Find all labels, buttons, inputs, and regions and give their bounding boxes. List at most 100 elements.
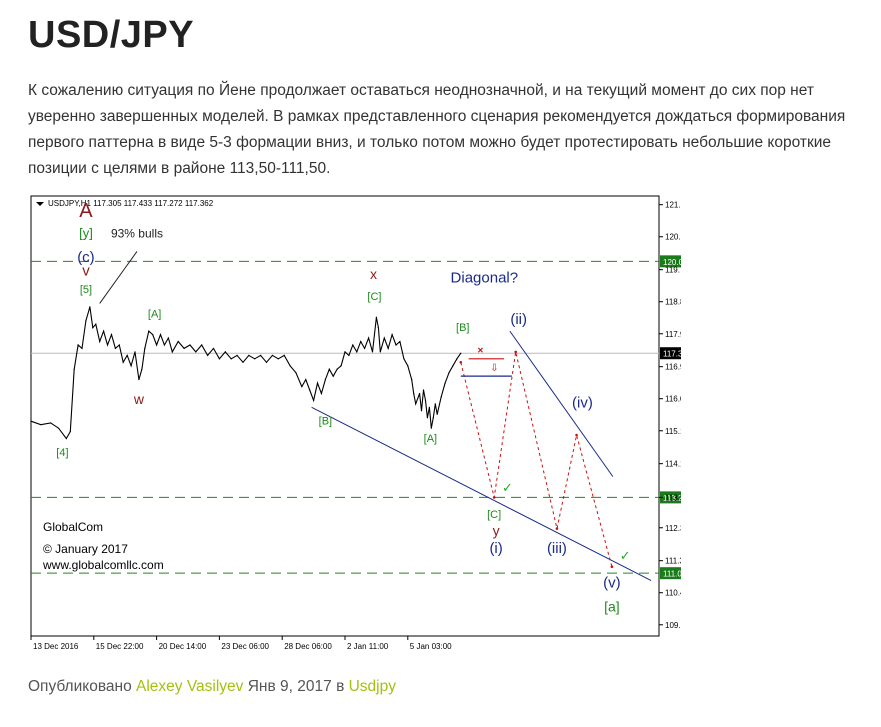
price-point-7 <box>77 344 79 346</box>
price-point-83 <box>411 379 413 381</box>
y-tick-label-1: 120.724 <box>665 233 681 242</box>
price-point-10 <box>89 306 91 308</box>
price-point-31 <box>167 337 169 339</box>
price-point-59 <box>320 392 323 395</box>
price-point-0 <box>30 420 32 422</box>
price-point-5 <box>69 430 71 433</box>
price-point-17 <box>114 347 116 350</box>
x-tick-label-4: 28 Dec 06:00 <box>284 642 332 651</box>
y-tick-label-10: 112.324 <box>665 524 681 533</box>
price-point-71 <box>367 337 370 339</box>
price-point-64 <box>340 365 342 367</box>
x-tick-label-2: 20 Dec 14:00 <box>159 642 207 651</box>
price-point-14 <box>103 330 105 332</box>
wave-label-6: [4] <box>56 447 68 459</box>
price-point-99 <box>452 365 454 367</box>
price-point-94 <box>434 403 436 405</box>
price-point-54 <box>301 385 303 388</box>
price-point-48 <box>265 361 268 363</box>
price-point-84 <box>413 392 415 395</box>
price-point-9 <box>85 320 87 322</box>
price-point-46 <box>254 358 256 360</box>
price-point-80 <box>399 340 401 343</box>
check-icon-1: ✓ <box>502 480 513 495</box>
price-point-47 <box>260 354 262 356</box>
wave-label-8: w <box>133 391 145 407</box>
upper-trendline <box>509 330 614 477</box>
price-point-61 <box>328 368 330 370</box>
price-point-52 <box>289 365 291 367</box>
price-point-89 <box>424 399 427 402</box>
price-point-85 <box>415 403 417 405</box>
price-point-43 <box>236 354 238 356</box>
wave-label-16: (iv) <box>572 394 593 411</box>
price-point-3 <box>57 427 60 429</box>
wave-label-4: v <box>82 263 90 280</box>
price-point-25 <box>144 347 146 350</box>
price-point-74 <box>377 327 379 329</box>
wave-label-0: A <box>79 200 93 222</box>
price-point-68 <box>356 351 358 353</box>
price-point-98 <box>448 372 450 374</box>
check-icon-2: ✓ <box>620 548 631 563</box>
price-point-101 <box>460 352 462 354</box>
price-point-65 <box>344 351 346 353</box>
wave-label-21: (v) <box>603 574 621 591</box>
price-point-37 <box>201 344 203 346</box>
y-tick-label-3: 118.849 <box>665 298 681 307</box>
projected-wave-path <box>460 351 613 567</box>
price-point-6 <box>73 368 75 370</box>
current-price-label: 117.362 <box>663 350 681 359</box>
price-point-78 <box>391 333 393 336</box>
price-point-58 <box>316 382 319 384</box>
category-link[interactable]: Usdjpy <box>348 678 396 695</box>
level-tag-label-2: 111.013 <box>663 570 681 579</box>
y-tick-label-5: 116.974 <box>665 363 681 372</box>
price-point-18 <box>118 344 120 346</box>
post-date: Янв 9, 2017 <box>247 678 332 695</box>
x-tick-label-6: 5 Jan 03:00 <box>410 642 452 651</box>
wave-point-2 <box>514 350 518 354</box>
price-point-41 <box>224 351 226 353</box>
dropdown-arrow-icon[interactable] <box>36 202 44 206</box>
y-tick-label-7: 115.124 <box>665 427 681 436</box>
price-point-24 <box>141 368 143 370</box>
price-point-1 <box>40 424 42 426</box>
price-point-75 <box>379 351 381 353</box>
price-point-15 <box>106 344 109 346</box>
x-tick-label-3: 23 Dec 06:00 <box>221 642 269 651</box>
price-point-42 <box>230 358 232 360</box>
wave-label-11: [B] <box>319 416 332 428</box>
price-point-19 <box>122 361 124 363</box>
price-point-67 <box>352 344 354 346</box>
price-point-29 <box>159 333 162 336</box>
price-point-62 <box>332 375 334 377</box>
price-point-51 <box>283 354 285 356</box>
price-point-86 <box>418 392 421 395</box>
y-tick-label-2: 119.774 <box>665 266 681 275</box>
price-point-28 <box>156 344 158 346</box>
x-tick-label-0: 13 Dec 2016 <box>33 642 79 651</box>
price-point-90 <box>426 417 429 419</box>
price-point-49 <box>271 354 273 356</box>
wave-label-1: [y] <box>79 226 93 241</box>
y-tick-label-6: 116.049 <box>665 395 681 404</box>
price-point-73 <box>375 316 377 318</box>
level-tag-label-0: 120.014 <box>663 258 681 267</box>
level-tag-0 <box>660 255 681 268</box>
price-point-4 <box>65 437 67 440</box>
price-point-35 <box>189 344 191 346</box>
price-point-60 <box>324 379 326 381</box>
wave-label-13: [B] <box>456 322 469 334</box>
price-point-2 <box>50 422 52 424</box>
price-point-81 <box>403 358 405 360</box>
y-tick-label-13: 109.524 <box>665 621 681 630</box>
price-point-95 <box>436 413 438 415</box>
price-point-21 <box>130 365 132 367</box>
y-tick-label-11: 111.374 <box>665 557 681 566</box>
price-point-66 <box>348 354 350 356</box>
price-point-70 <box>364 347 366 350</box>
bulls-pointer-line <box>99 251 138 304</box>
author-link[interactable]: Alexey Vasilyev <box>136 678 244 695</box>
post-footer: Опубликовано Alexey Vasilyev Янв 9, 2017… <box>28 678 396 696</box>
